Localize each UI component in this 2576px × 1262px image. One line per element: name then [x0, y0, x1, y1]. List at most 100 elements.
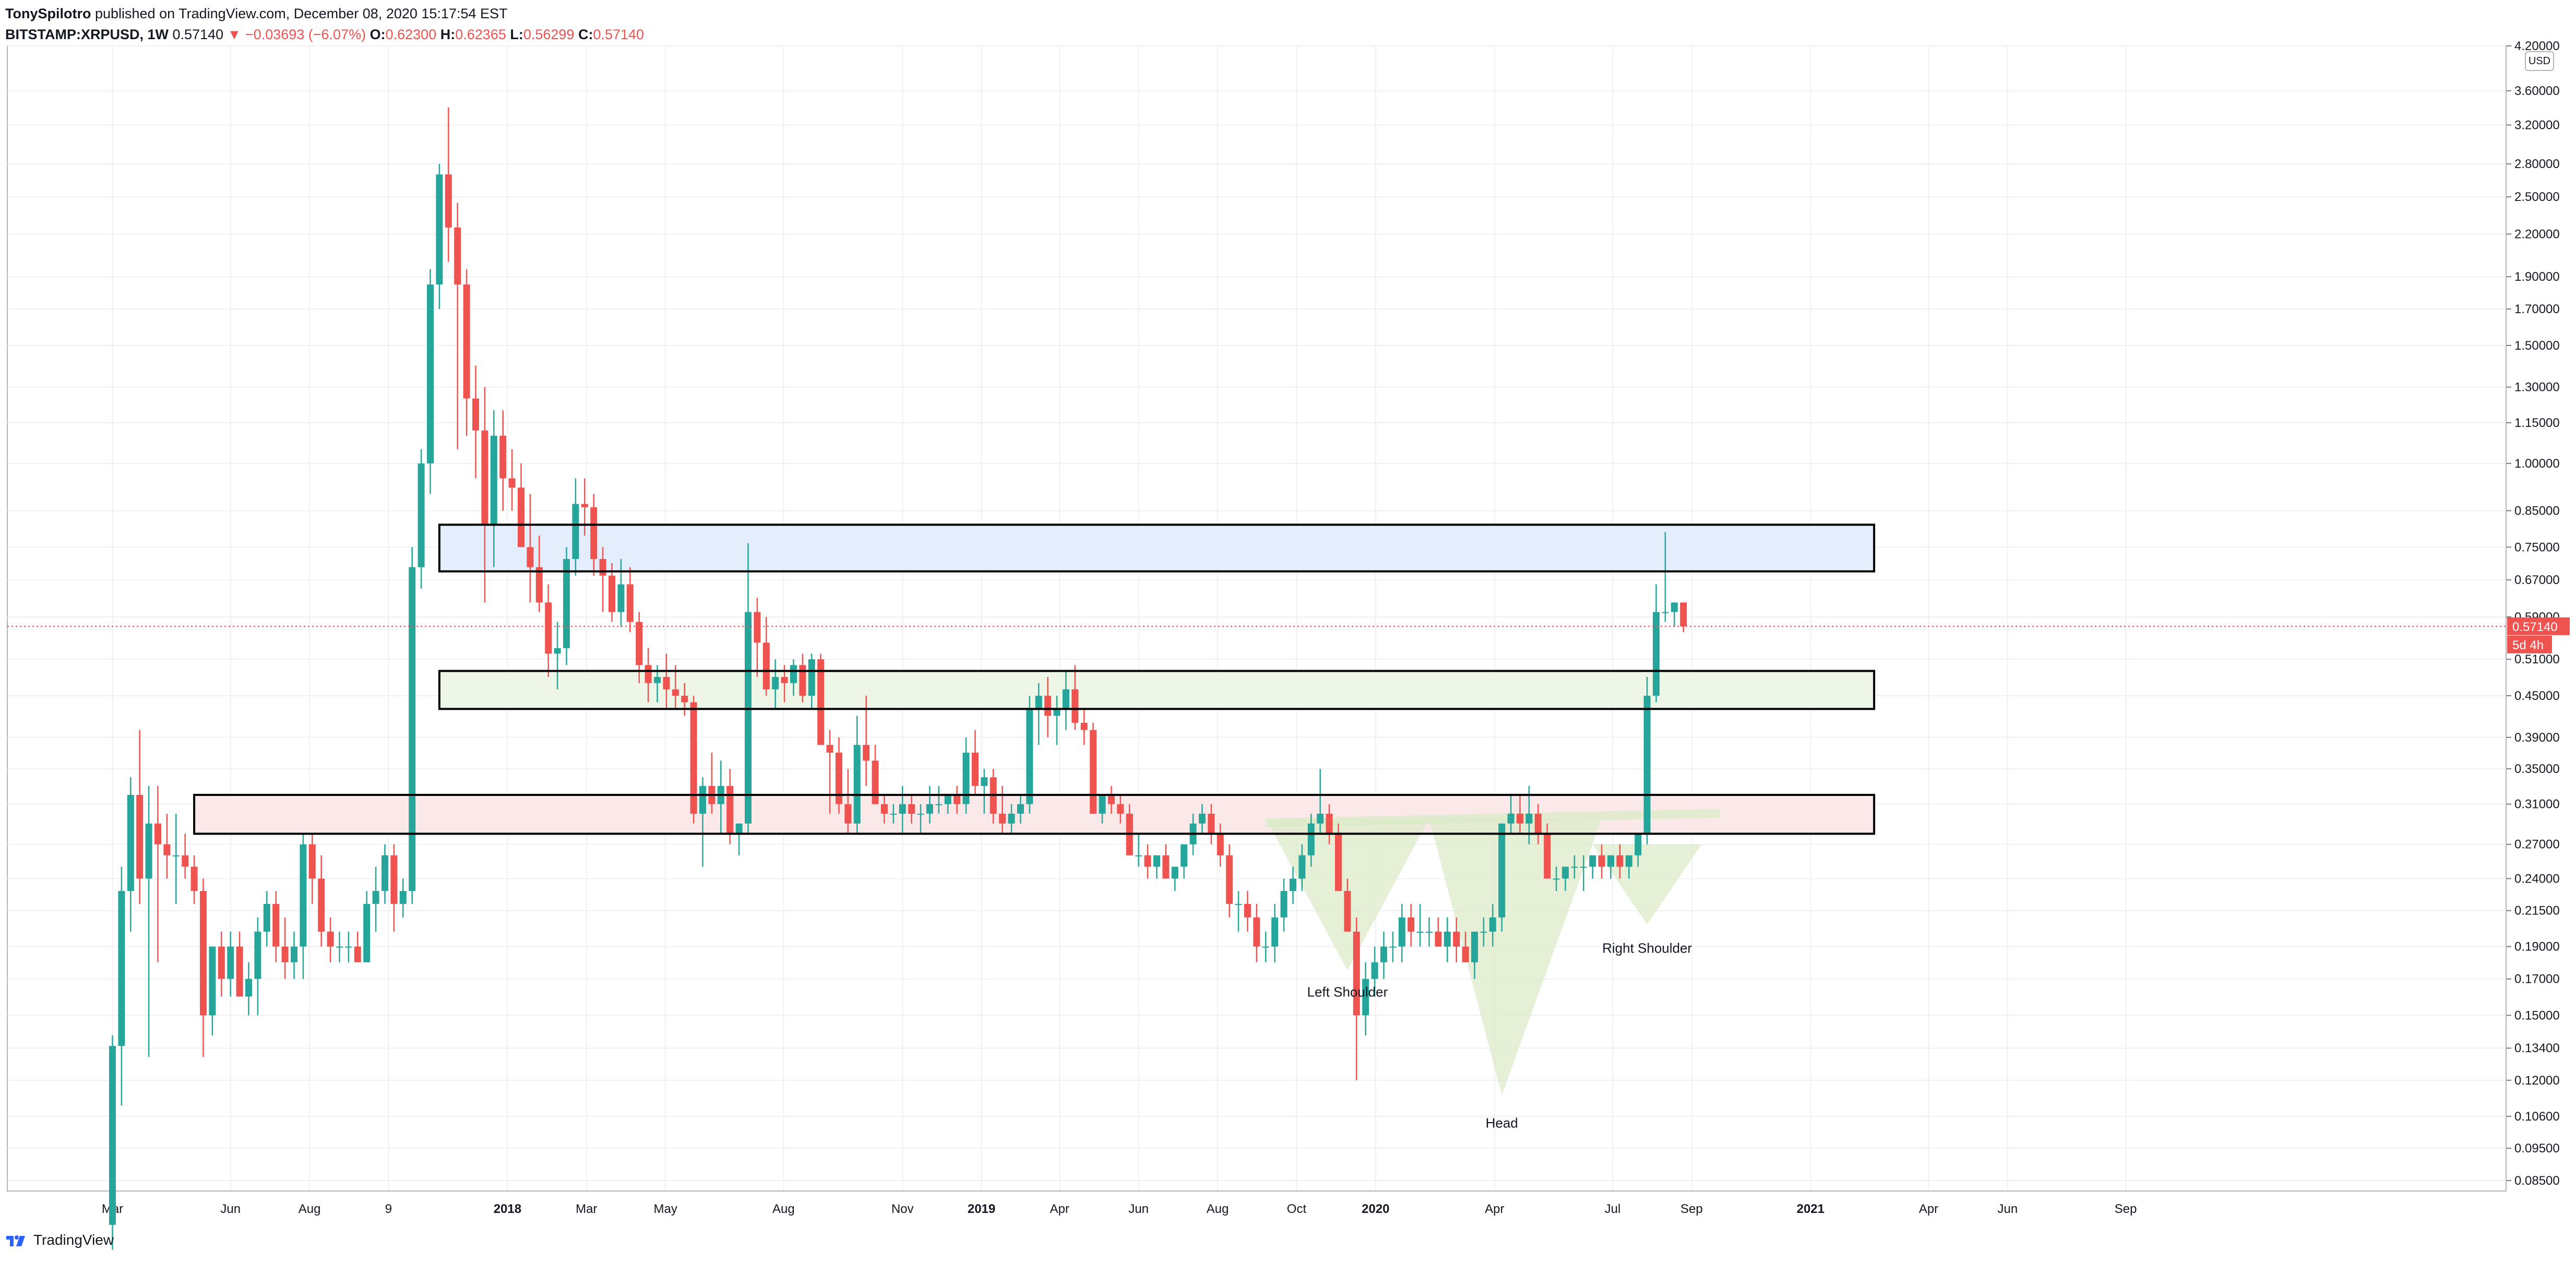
- candle-body[interactable]: [554, 648, 561, 654]
- candle-body[interactable]: [308, 844, 316, 879]
- candle-body[interactable]: [654, 677, 661, 683]
- candle-body[interactable]: [1280, 891, 1287, 918]
- candle-body[interactable]: [1217, 834, 1224, 855]
- candle-body[interactable]: [899, 804, 906, 814]
- candle-body[interactable]: [1444, 932, 1451, 947]
- candle-body[interactable]: [1643, 696, 1651, 834]
- candle-body[interactable]: [799, 665, 806, 696]
- candle-body[interactable]: [172, 855, 180, 856]
- candle-body[interactable]: [218, 946, 225, 979]
- candle-body[interactable]: [808, 659, 815, 696]
- candle-body[interactable]: [1144, 855, 1151, 867]
- candle-body[interactable]: [1544, 834, 1551, 879]
- candle-body[interactable]: [1480, 932, 1487, 933]
- candle-body[interactable]: [372, 891, 379, 904]
- neckline-zone-outline[interactable]: [193, 794, 1876, 835]
- candle-body[interactable]: [1035, 696, 1042, 709]
- candle-body[interactable]: [427, 284, 434, 463]
- candle-body[interactable]: [609, 575, 615, 612]
- candle-body[interactable]: [399, 891, 407, 904]
- candle-body[interactable]: [1344, 891, 1351, 932]
- candle-body[interactable]: [1653, 612, 1660, 696]
- candle-body[interactable]: [254, 932, 261, 979]
- candle-body[interactable]: [1135, 855, 1142, 856]
- candle-body[interactable]: [291, 946, 297, 962]
- candle-body[interactable]: [463, 284, 470, 399]
- candle-body[interactable]: [127, 795, 134, 891]
- mid-zone-outline[interactable]: [438, 670, 1876, 710]
- candle-body[interactable]: [844, 804, 852, 824]
- currency-button[interactable]: USD: [2525, 51, 2554, 71]
- candle-body[interactable]: [300, 844, 307, 947]
- candle-body[interactable]: [1680, 602, 1687, 627]
- candle-body[interactable]: [490, 435, 497, 525]
- candle-body[interactable]: [1044, 696, 1052, 716]
- candle-body[interactable]: [436, 174, 443, 285]
- candle-body[interactable]: [272, 903, 280, 947]
- candle-body[interactable]: [1426, 932, 1433, 933]
- candle-body[interactable]: [1053, 709, 1060, 716]
- candle-body[interactable]: [1616, 855, 1624, 867]
- candle-body[interactable]: [145, 823, 152, 879]
- candle-body[interactable]: [1099, 795, 1106, 814]
- candle-body[interactable]: [1389, 946, 1397, 948]
- candle-body[interactable]: [1262, 946, 1269, 948]
- candle-body[interactable]: [1208, 814, 1215, 834]
- candle-body[interactable]: [636, 622, 643, 665]
- candle-body[interactable]: [1489, 917, 1496, 932]
- candle-body[interactable]: [1498, 823, 1506, 918]
- candle-body[interactable]: [781, 677, 788, 683]
- candle-body[interactable]: [617, 584, 625, 612]
- candle-body[interactable]: [1171, 866, 1178, 879]
- candle-body[interactable]: [136, 795, 144, 879]
- candle-body[interactable]: [1108, 795, 1115, 804]
- candle-body[interactable]: [908, 804, 915, 814]
- candle-body[interactable]: [863, 745, 870, 761]
- candle-body[interactable]: [409, 567, 416, 891]
- candle-body[interactable]: [1371, 962, 1378, 979]
- plot-area[interactable]: [7, 45, 2507, 1192]
- symbol-label[interactable]: BITSTAMP:XRPUSD, 1W: [5, 27, 169, 42]
- candle-body[interactable]: [926, 804, 933, 814]
- candle-body[interactable]: [499, 435, 507, 479]
- candle-body[interactable]: [390, 855, 398, 904]
- candle-body[interactable]: [336, 946, 343, 948]
- candle-body[interactable]: [735, 823, 743, 834]
- candle-body[interactable]: [1226, 855, 1233, 904]
- candle-body[interactable]: [762, 642, 770, 689]
- candle-body[interactable]: [935, 804, 943, 805]
- candle-body[interactable]: [1598, 855, 1605, 867]
- candle-body[interactable]: [1080, 722, 1088, 730]
- tradingview-logo-icon[interactable]: [5, 1233, 28, 1247]
- candle-body[interactable]: [190, 866, 198, 891]
- candle-body[interactable]: [1408, 917, 1415, 932]
- candle-body[interactable]: [1008, 814, 1015, 824]
- candle-body[interactable]: [327, 932, 334, 947]
- candle-body[interactable]: [345, 946, 352, 948]
- candle-body[interactable]: [1071, 689, 1079, 723]
- candle-body[interactable]: [890, 814, 897, 815]
- candle-body[interactable]: [953, 795, 961, 804]
- candle-body[interactable]: [1398, 917, 1405, 947]
- candle-body[interactable]: [472, 398, 479, 431]
- candle-body[interactable]: [1244, 903, 1251, 918]
- candle-body[interactable]: [354, 946, 361, 962]
- candle-body[interactable]: [772, 677, 779, 689]
- candle-body[interactable]: [363, 903, 371, 962]
- candle-body[interactable]: [745, 612, 752, 824]
- candle-body[interactable]: [154, 823, 161, 844]
- candle-body[interactable]: [817, 659, 825, 745]
- candle-body[interactable]: [672, 689, 679, 696]
- candle-body[interactable]: [118, 891, 125, 1046]
- candle-body[interactable]: [1117, 804, 1124, 814]
- candle-body[interactable]: [535, 567, 543, 603]
- candle-body[interactable]: [318, 878, 325, 932]
- candle-body[interactable]: [626, 584, 634, 622]
- candle-body[interactable]: [1017, 804, 1024, 814]
- candle-body[interactable]: [1507, 814, 1514, 824]
- candle-body[interactable]: [236, 946, 243, 997]
- candle-body[interactable]: [518, 487, 524, 547]
- candle-body[interactable]: [1462, 946, 1469, 962]
- candle-body[interactable]: [645, 665, 652, 683]
